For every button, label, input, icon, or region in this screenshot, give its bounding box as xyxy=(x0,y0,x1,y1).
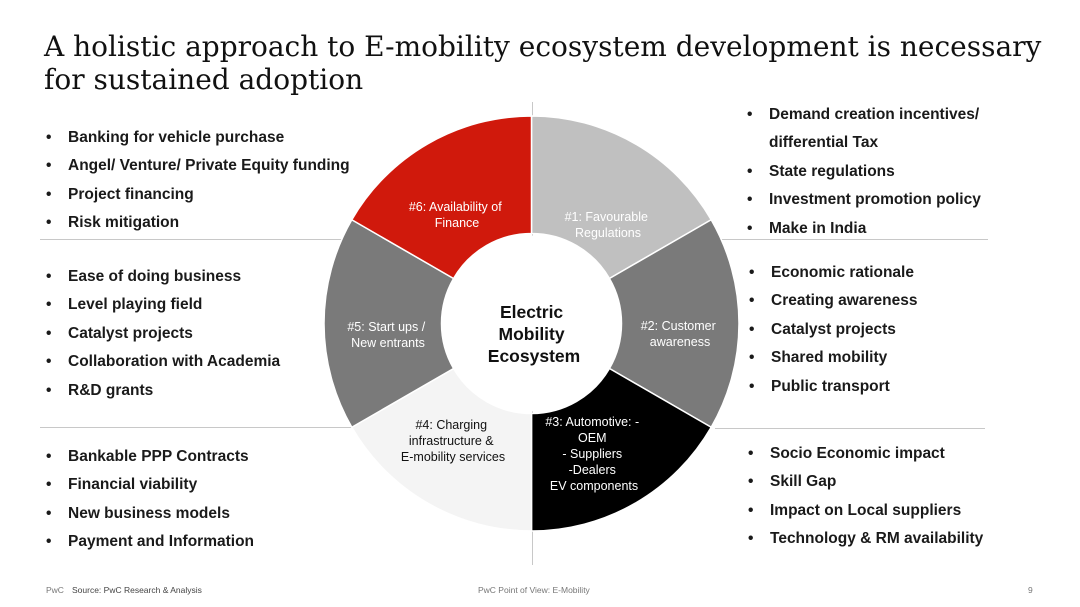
segment-3-label-line: EV components xyxy=(550,479,638,493)
list-item: Demand creation incentives/ xyxy=(745,101,981,130)
list-item: Shared mobility xyxy=(747,344,917,373)
title-line-2: for sustained adoption xyxy=(44,63,364,96)
segment-1-label: #1: Favourable Regulations xyxy=(565,210,652,240)
list-item: Catalyst projects xyxy=(747,316,917,345)
list-item: Financial viability xyxy=(44,471,254,500)
segment-4-label-line: #4: Charging xyxy=(415,418,487,432)
finance-list: Banking for vehicle purchase Angel/ Vent… xyxy=(44,124,350,238)
page-number: 9 xyxy=(1028,585,1033,595)
list-item: Creating awareness xyxy=(747,287,917,316)
segment-5-label-line: #5: Start ups / xyxy=(347,320,425,334)
segment-3-label-line: #3: Automotive: - xyxy=(545,415,639,429)
segment-6-finance xyxy=(350,115,533,280)
segment-4-label: #4: Charging infrastructure & E-mobility… xyxy=(401,418,505,464)
segment-4-charging xyxy=(350,367,533,532)
list-item: R&D grants xyxy=(44,377,280,406)
list-item: Skill Gap xyxy=(746,468,983,497)
list-item: Level playing field xyxy=(44,291,280,320)
segment-2-customer-awareness xyxy=(608,218,740,429)
footer-title: PwC Point of View: E-Mobility xyxy=(478,585,590,595)
list-item: State regulations xyxy=(745,158,981,187)
segment-5-label: #5: Start ups / New entrants xyxy=(347,320,428,350)
list-item: Project financing xyxy=(44,181,350,210)
segment-2-label: #2: Customer awareness xyxy=(641,319,720,349)
segment-3-label-line: OEM xyxy=(578,431,606,445)
list-item: Public transport xyxy=(747,373,917,402)
list-item: Technology & RM availability xyxy=(746,525,983,554)
list-item: Collaboration with Academia xyxy=(44,348,280,377)
title-line-1: A holistic approach to E-mobility ecosys… xyxy=(44,30,1042,63)
segment-3-label-line: - Suppliers xyxy=(562,447,622,461)
list-item: Impact on Local suppliers xyxy=(746,497,983,526)
footer-source: Source: PwC Research & Analysis xyxy=(72,585,202,595)
regulations-list: Demand creation incentives/ differential… xyxy=(745,101,981,243)
list-item: Risk mitigation xyxy=(44,209,350,238)
segment-3-label: #3: Automotive: - OEM - Suppliers -Deale… xyxy=(545,415,642,493)
center-label-line-1: Electric xyxy=(500,302,563,322)
segment-2-label-line: awareness xyxy=(650,335,710,349)
list-item: Banking for vehicle purchase xyxy=(44,124,350,153)
segment-6-label-line: Finance xyxy=(435,216,480,230)
startups-list: Ease of doing business Level playing fie… xyxy=(44,263,280,405)
segment-3-label-line: -Dealers xyxy=(569,463,616,477)
segment-4-label-line: E-mobility services xyxy=(401,450,505,464)
automotive-list: Socio Economic impact Skill Gap Impact o… xyxy=(746,440,983,554)
list-item: Ease of doing business xyxy=(44,263,280,292)
center-hub xyxy=(443,235,620,412)
charging-list: Bankable PPP Contracts Financial viabili… xyxy=(44,443,254,557)
center-label-line-3: Ecosystem xyxy=(488,346,580,366)
awareness-list: Economic rationale Creating awareness Ca… xyxy=(747,259,917,401)
list-item: Investment promotion policy xyxy=(745,186,981,215)
segment-2-label-line: #2: Customer xyxy=(641,319,716,333)
list-item: Make in India xyxy=(745,215,981,244)
segment-1-label-line: Regulations xyxy=(575,226,641,240)
segment-4-label-line: infrastructure & xyxy=(409,434,494,448)
segment-5-label-line: New entrants xyxy=(351,336,425,350)
divider-right-bottom xyxy=(715,428,985,429)
divider-left-top xyxy=(40,239,416,240)
segment-6-label-line: #6: Availability of xyxy=(409,200,502,214)
list-item: Bankable PPP Contracts xyxy=(44,443,254,472)
divider-left-bottom xyxy=(40,427,358,428)
list-item-continuation: differential Tax xyxy=(769,134,879,152)
center-label-line-2: Mobility xyxy=(499,324,565,344)
list-item: Angel/ Venture/ Private Equity funding xyxy=(44,152,350,181)
list-item: Catalyst projects xyxy=(44,320,280,349)
segment-3-automotive xyxy=(530,367,713,532)
list-item: Economic rationale xyxy=(747,259,917,288)
footer-brand: PwC xyxy=(46,585,64,595)
center-label: Electric Mobility Ecosystem xyxy=(488,302,580,366)
list-item: New business models xyxy=(44,500,254,529)
slide-title: A holistic approach to E-mobility ecosys… xyxy=(44,30,1044,96)
list-item: Socio Economic impact xyxy=(746,440,983,469)
segment-1-label-line: #1: Favourable xyxy=(565,210,648,224)
segment-1-regulations xyxy=(530,115,713,280)
list-item: Payment and Information xyxy=(44,528,254,557)
segment-6-label: #6: Availability of Finance xyxy=(409,200,505,230)
